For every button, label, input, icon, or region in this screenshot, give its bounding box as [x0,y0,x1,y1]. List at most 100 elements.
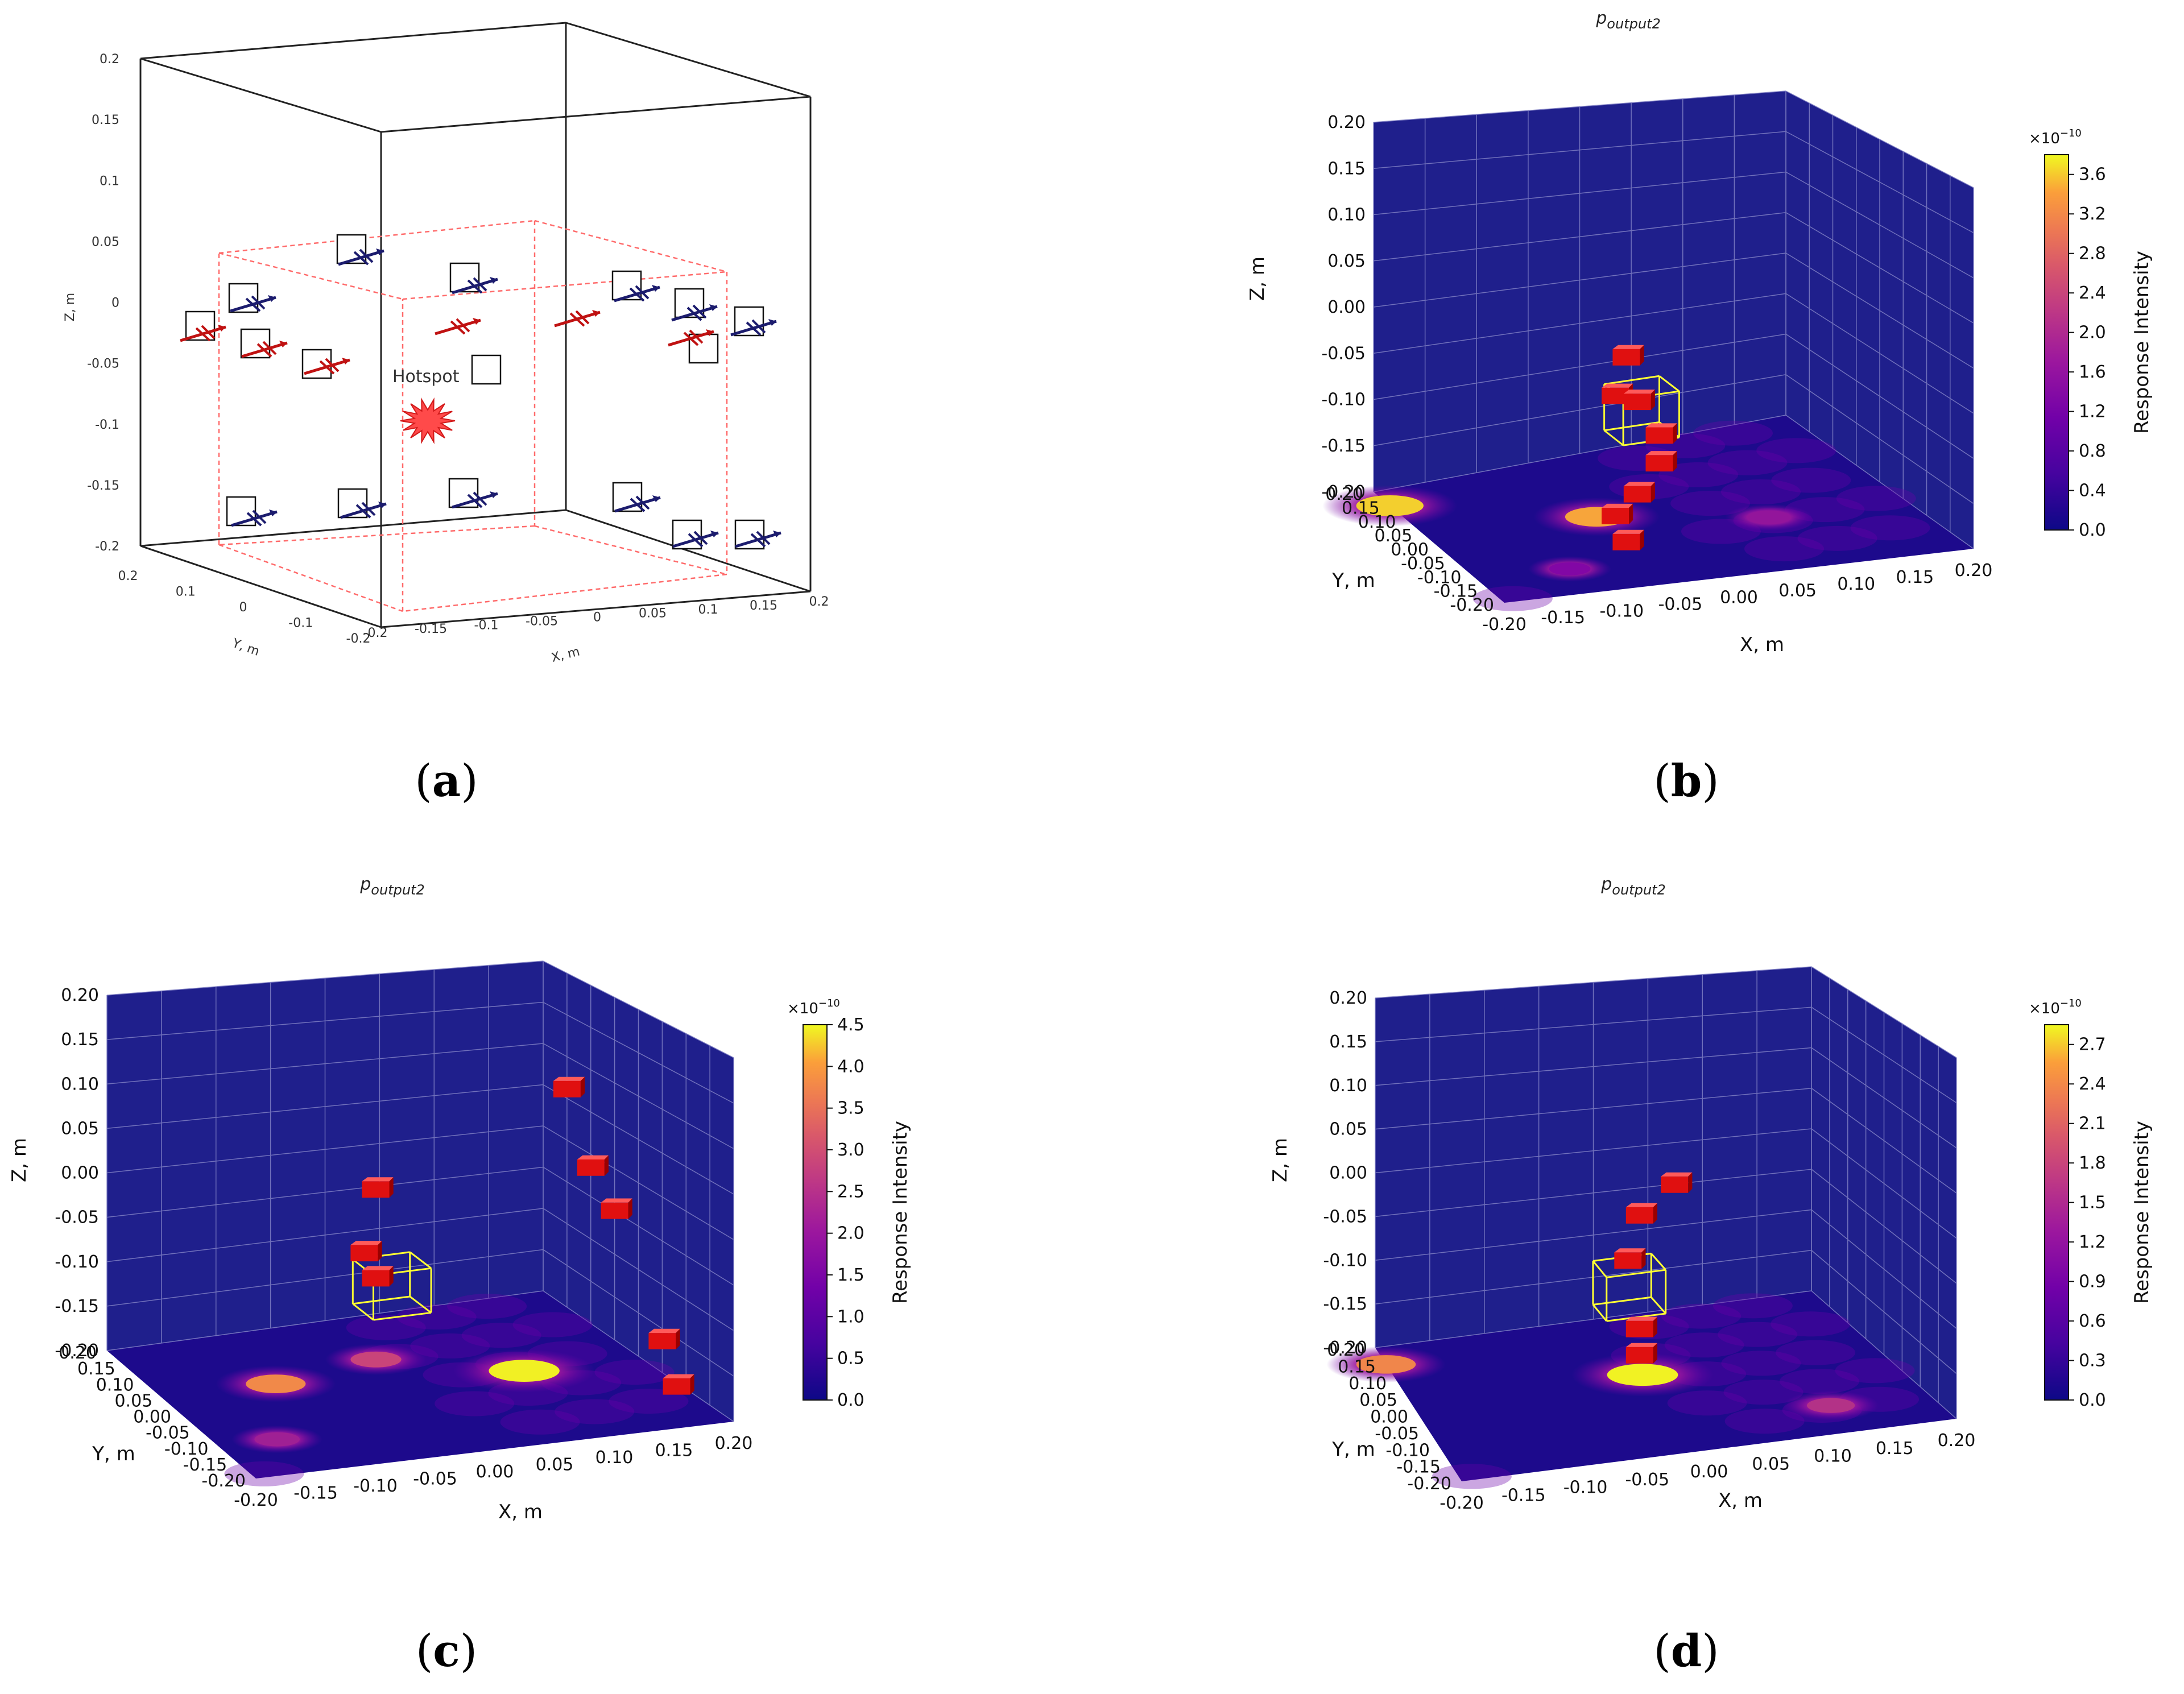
voxel-block [648,1328,680,1349]
z-tick: 0.05 [1327,251,1366,271]
panel-a-z-tick: 0.05 [92,235,119,249]
colorbar-tick: 2.0 [837,1224,864,1244]
voxel-block [362,1177,394,1198]
floor-texture [1771,1311,1851,1337]
z-tick: 0.00 [61,1163,99,1183]
colorbar-tick: 1.2 [2079,402,2106,422]
x-tick: 0.15 [1876,1439,1914,1459]
x-tick: -0.20 [234,1490,278,1510]
x-tick: 0.05 [1752,1454,1790,1474]
floor-hotspot-core [1356,495,1424,516]
y-tick: 0.15 [77,1359,115,1379]
floor-texture [1472,586,1553,611]
colorbar-tick: 3.6 [2079,165,2106,185]
sensor-arrow [672,531,719,548]
voxel-block [601,1198,632,1219]
floor-texture [1658,462,1739,487]
floor-texture [1836,486,1916,511]
voxel-block [1645,423,1677,444]
tick-labels: 0.200.150.100.050.00-0.05-0.10-0.15-0.20… [1323,988,1975,1513]
voxel-block [663,1374,694,1395]
panel-a-z-tick: 0.2 [100,52,119,67]
y-tick: 0.00 [1370,1407,1408,1427]
panel-a-region-edge [218,525,535,546]
grid-lines [1373,90,1974,549]
floor-texture [396,1304,477,1330]
voxel-block [1612,345,1644,366]
voxel-block [553,1076,585,1097]
panel-a-region-edge [402,271,727,300]
colorbar-tick: 2.5 [837,1182,864,1202]
panel-b-voxel-plot: poutput20.200.150.100.050.00-0.05-0.10-0… [1246,9,2153,656]
z-tick: 0.15 [1327,159,1366,179]
sensor-arrow [241,341,288,358]
colorbar-exponent: ×10−10 [787,997,840,1017]
panel-a-annotation: Hotspot [392,367,460,387]
panel-a-frame-edge [380,96,811,133]
voxels [350,1076,694,1395]
y-tick: 0.00 [133,1407,171,1427]
z-tick: -0.15 [1323,1294,1367,1314]
floor-hotspots [216,1294,689,1486]
panel-a-z-tick: -0.05 [87,357,119,371]
y-tick: 0.15 [1342,498,1380,518]
floor-texture [410,1333,490,1358]
panel-a-x-tick: 0.1 [698,603,718,617]
panel-a-y-tick: -0.2 [346,632,371,646]
floor-texture [1718,1322,1798,1347]
panel-a-x-tick: -0.05 [526,614,558,628]
voxel-block [1602,383,1633,404]
z-tick: 0.20 [1329,988,1367,1008]
x-tick: 0.20 [1955,561,1993,581]
floor-texture [346,1315,426,1340]
panel-a-z-tick: 0.15 [92,113,119,127]
y-tick: 0.05 [1374,526,1412,546]
floor-texture [1721,1351,1801,1376]
colorbar-tick: 4.0 [837,1057,864,1076]
colorbar-tick: 3.5 [837,1099,864,1119]
panel-a-frame-edge [140,22,566,60]
floor-texture [500,1409,580,1435]
floor-texture [1771,467,1851,493]
panel-a-region-edge [534,525,727,575]
panel-a-tick-labels: 0.20.150.10.050-0.05-0.1-0.15-0.2-0.2 -0.… [87,52,829,646]
voxel-block [1614,1248,1646,1269]
panel-a-frame-edge [565,509,811,593]
voxel-block [1625,1343,1657,1364]
floor-texture [1670,491,1751,516]
voxel-block [1602,503,1633,524]
z-tick: 0.20 [61,985,99,1005]
sensor-box [471,354,502,385]
colorbar-tick: 0.4 [2079,481,2106,501]
colorbar-tick: 0.8 [2079,441,2106,461]
colorbar-tick: 0.0 [2079,1390,2106,1410]
colorbar-tick: 4.5 [837,1015,864,1035]
panel-a-frame-edge [380,590,811,628]
floor-texture [1661,1303,1742,1329]
y-tick: -0.15 [1396,1457,1441,1477]
colorbar-tick: 2.0 [2079,323,2106,343]
colorbar-tick: 0.6 [2079,1311,2106,1331]
floor-hotspot-core [489,1360,560,1382]
floor-hotspot-core [1806,1398,1855,1413]
voxel-block [350,1241,382,1262]
z-tick: 0.20 [1327,113,1366,132]
floor-hotspot-core [350,1351,402,1368]
colorbar-exponent: ×10−10 [2029,997,2082,1017]
colorbar-label: Response Intensity [2131,1121,2153,1304]
y-axis-label: Y, m [1331,1438,1375,1461]
panel-title: poutput2 [359,875,424,898]
x-tick: -0.20 [1440,1493,1484,1513]
y-tick: -0.05 [1375,1424,1419,1444]
sensor-arrow [668,329,714,347]
panel-a-x-tick: -0.15 [415,622,447,636]
x-tick: 0.10 [595,1448,634,1468]
floor-texture [1664,1332,1744,1358]
y-tick: -0.20 [1450,595,1494,615]
x-tick: 0.20 [715,1434,753,1453]
floor-hotspot-core [246,1374,306,1393]
sensor-arrow [304,358,350,375]
voxel-block [1623,482,1655,503]
floor-texture [1723,1380,1804,1405]
y-tick: 0.05 [114,1391,152,1411]
